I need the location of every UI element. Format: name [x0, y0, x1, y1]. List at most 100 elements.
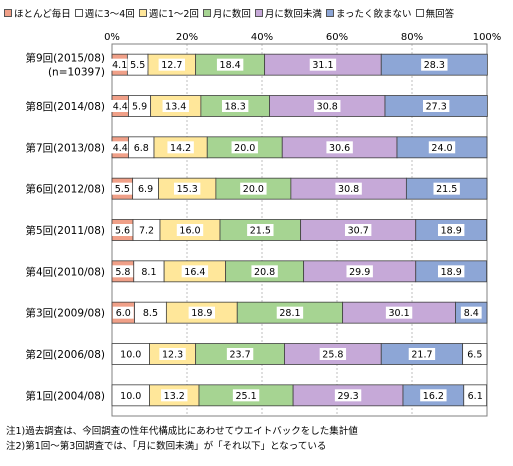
- legend-swatch: [138, 9, 147, 17]
- data-label: 6.5: [467, 350, 482, 361]
- legend-label: ほとんど毎日: [14, 9, 71, 20]
- data-label-bg: [176, 224, 204, 236]
- legend-item-2: 週に1～2回: [138, 6, 199, 20]
- data-label: 30.8: [338, 184, 359, 195]
- data-label: 20.0: [234, 143, 255, 154]
- data-label: 20.8: [254, 267, 275, 278]
- data-label-bg: [111, 182, 133, 195]
- data-label-bg: [437, 224, 465, 236]
- legend-item-0: ほとんど毎日: [4, 6, 71, 20]
- data-label-bg: [319, 348, 347, 360]
- data-label-bg: [162, 100, 189, 112]
- data-label-bg: [130, 141, 152, 154]
- data-label: 25.1: [235, 391, 256, 402]
- legend-label: 週に3～4回: [84, 9, 135, 20]
- data-label-bg: [136, 224, 157, 236]
- data-label: 21.7: [411, 350, 432, 361]
- category-label: 第7回(2013/08): [26, 141, 106, 154]
- data-label: 8.4: [464, 308, 479, 319]
- x-tick-label: 0%: [104, 32, 120, 43]
- data-label: 6.8: [134, 143, 149, 154]
- data-label: 21.5: [436, 184, 457, 195]
- data-label: 14.2: [170, 143, 191, 154]
- data-label: 13.4: [165, 102, 186, 113]
- data-label-bg: [464, 348, 486, 360]
- data-label: 18.3: [225, 102, 246, 113]
- data-label: 8.5: [143, 308, 158, 319]
- data-label-bg: [161, 389, 188, 402]
- data-label-bg: [385, 306, 413, 319]
- data-label: 5.5: [115, 184, 130, 195]
- category-label: 第6回(2012/08): [26, 183, 106, 196]
- data-label-bg: [251, 265, 278, 278]
- footnote-2: 注2)第1回～第3回調査では、「月に数回未満」が「それ以下」となっている: [6, 441, 327, 452]
- data-label: 4.4: [113, 143, 128, 154]
- data-label-bg: [346, 265, 373, 278]
- data-label-bg: [309, 58, 337, 71]
- legend-item-3: 月に数回: [202, 6, 251, 20]
- data-label-bg: [240, 182, 267, 195]
- data-label: 5.6: [115, 226, 130, 237]
- data-label: 6.0: [116, 308, 131, 319]
- category-label: 第3回(2009/08): [26, 307, 106, 320]
- data-label: 30.7: [348, 226, 369, 237]
- category-label: 第8回(2014/08): [26, 100, 106, 113]
- data-label-bg: [117, 348, 144, 360]
- data-label-bg: [216, 58, 244, 71]
- data-label-bg: [173, 182, 201, 195]
- data-label: 13.2: [164, 391, 185, 402]
- category-label: 第2回(2006/08): [26, 348, 106, 361]
- x-tick-label: 20%: [176, 32, 198, 43]
- data-label-bg: [335, 182, 362, 195]
- legend-item-1: 週に3～4回: [74, 6, 135, 20]
- legend-swatch: [254, 9, 263, 17]
- data-label-bg: [112, 265, 134, 278]
- data-label-bg: [422, 100, 450, 112]
- data-label: 28.1: [279, 308, 300, 319]
- category-label: (n=10397): [48, 67, 105, 79]
- data-label-bg: [326, 141, 353, 154]
- data-label-bg: [314, 100, 341, 112]
- data-label: 23.7: [229, 350, 250, 361]
- data-label-bg: [188, 306, 216, 319]
- data-label-bg: [140, 306, 161, 319]
- data-label-bg: [231, 141, 258, 154]
- data-label-bg: [221, 100, 249, 112]
- category-label: 第4回(2010/08): [26, 265, 106, 278]
- legend-label: 無回答: [425, 9, 455, 20]
- data-label: 27.3: [426, 102, 447, 113]
- data-label-bg: [109, 58, 131, 71]
- data-label: 5.8: [115, 267, 130, 278]
- x-tick-label: 80%: [401, 32, 423, 43]
- data-label-bg: [127, 58, 149, 71]
- legend-swatch: [74, 9, 83, 17]
- data-label: 6.1: [468, 391, 483, 402]
- category-label: 第1回(2004/08): [26, 389, 106, 402]
- data-label: 15.3: [177, 184, 198, 195]
- data-label-bg: [408, 348, 436, 360]
- data-label: 30.1: [388, 308, 409, 319]
- data-label: 20.0: [243, 184, 264, 195]
- x-tick-label: 100%: [473, 32, 502, 43]
- legend-item-4: 月に数回未満: [254, 6, 322, 20]
- data-label-bg: [138, 265, 160, 278]
- data-label: 29.9: [349, 267, 370, 278]
- legend-swatch: [202, 9, 211, 17]
- x-tick-label: 40%: [251, 32, 273, 43]
- data-label: 8.1: [141, 267, 156, 278]
- data-label: 31.1: [312, 60, 333, 71]
- legend-swatch: [325, 9, 334, 17]
- legend-item-6: 無回答: [415, 6, 455, 20]
- data-label-bg: [159, 348, 186, 360]
- legend-label: 月に数回: [212, 9, 251, 20]
- data-label: 18.9: [191, 308, 212, 319]
- data-label-bg: [112, 306, 134, 319]
- data-label: 10.0: [120, 391, 141, 402]
- legend-item-5: まったく飲まない: [325, 6, 412, 20]
- data-label-bg: [437, 265, 465, 278]
- legend-swatch: [4, 9, 12, 17]
- data-label: 16.4: [184, 267, 205, 278]
- data-label: 12.3: [162, 350, 183, 361]
- data-label-bg: [117, 389, 144, 402]
